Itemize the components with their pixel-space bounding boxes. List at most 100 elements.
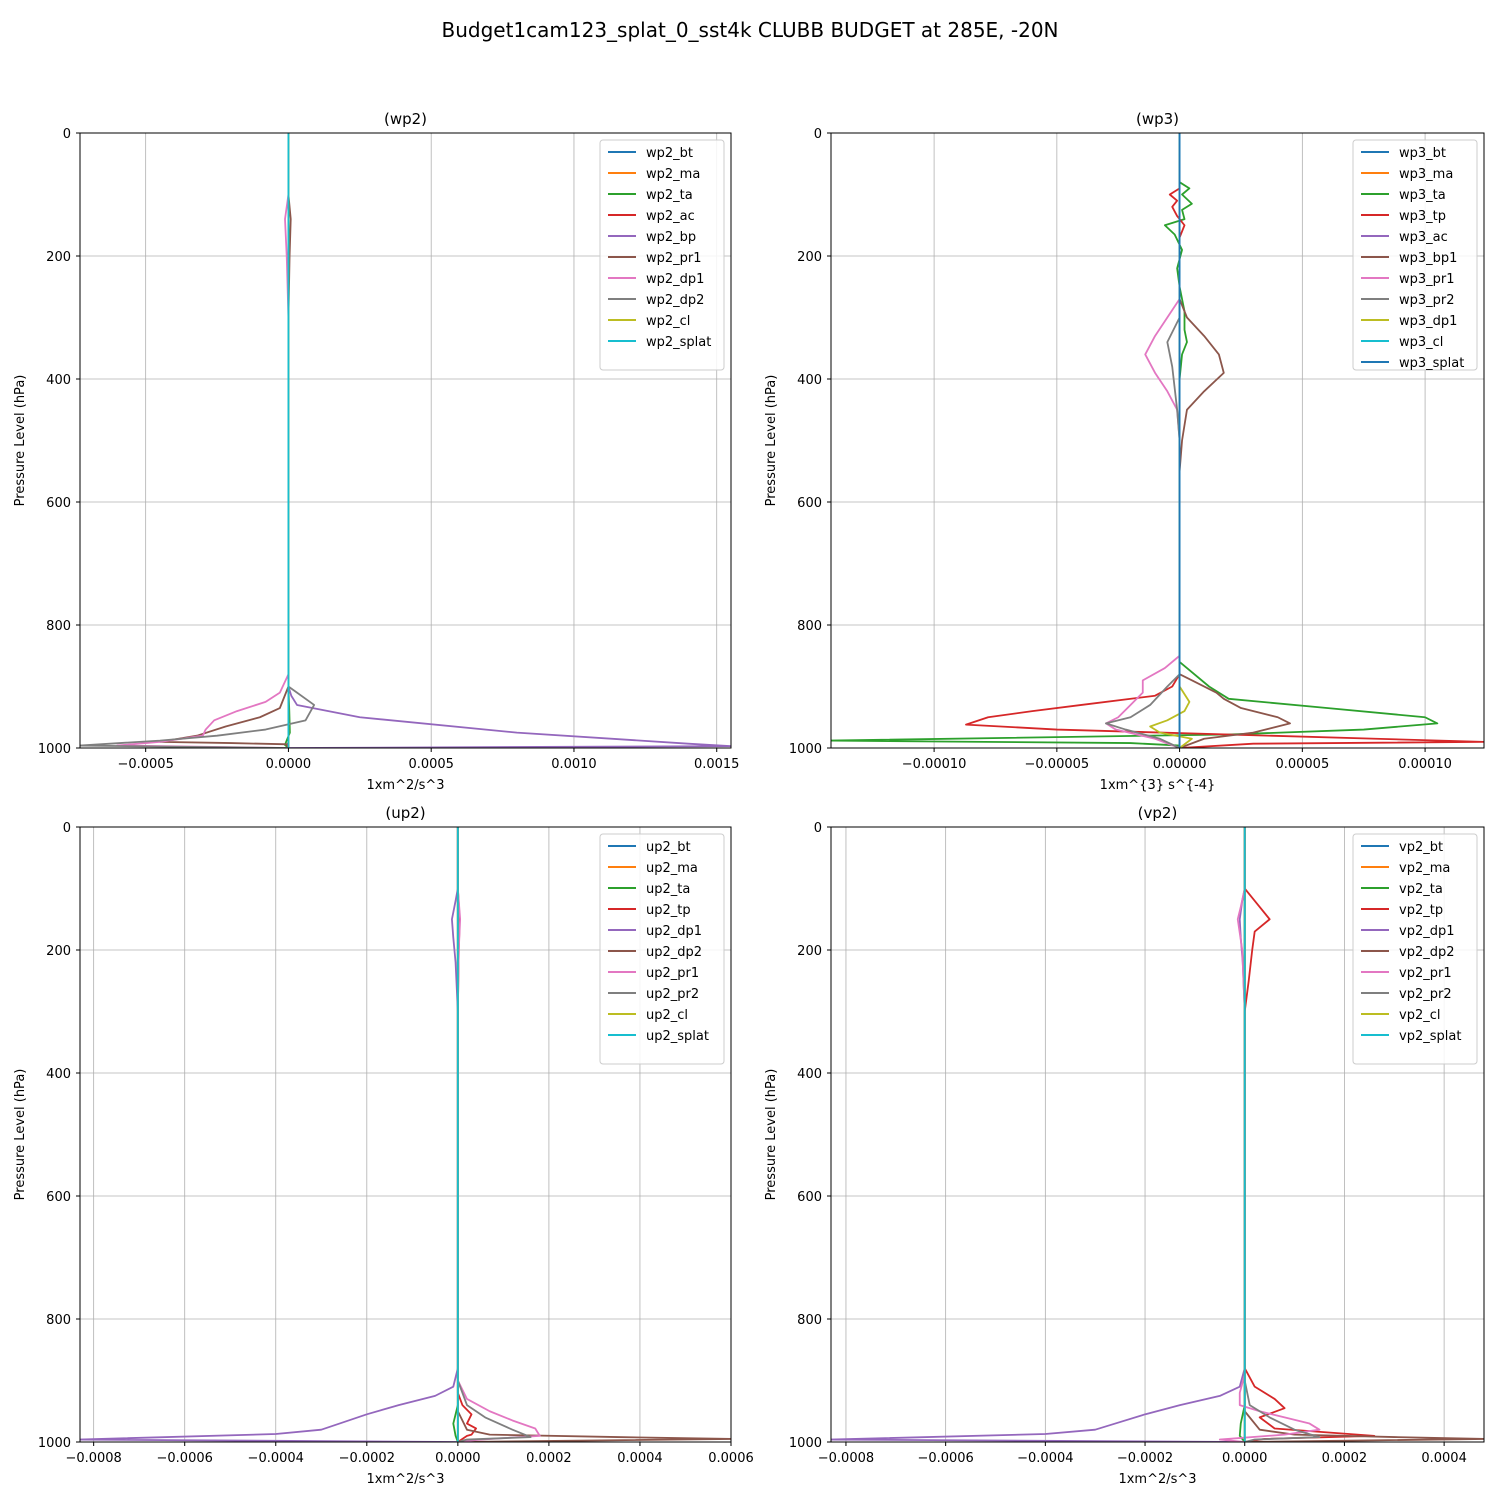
legend-entry-up2_bt: up2_bt: [646, 840, 691, 855]
x-axis-label: 1xm^2/s^3: [1118, 1472, 1196, 1487]
y-axis-label: Pressure Level (hPa): [13, 1069, 28, 1201]
legend-entry-up2_cl: up2_cl: [646, 1008, 688, 1023]
x-axis-label: 1xm^2/s^3: [366, 1472, 444, 1487]
plot-frame: [79, 132, 732, 749]
legend-entry-up2_pr2: up2_pr2: [646, 987, 699, 1002]
legend-entry-wp3_tp: wp3_tp: [1399, 209, 1446, 224]
y-tick-label: 0: [63, 821, 71, 836]
legend: wp3_bt wp3_ma wp3_ta wp3_tp wp3_ac wp3_bp1 wp3…: [1352, 139, 1478, 371]
series-line-wp2_bp: [287, 133, 731, 748]
x-tick-label: 0.0015: [694, 757, 740, 772]
series-lines: [80, 827, 731, 1442]
legend-entry-vp2_ta: vp2_ta: [1399, 882, 1443, 897]
legend-entry-vp2_splat: vp2_splat: [1399, 1029, 1461, 1044]
x-tick-label: 0.00000: [1153, 757, 1207, 772]
x-tick-label: 0.0000: [1222, 1451, 1268, 1466]
legend-entry-vp2_ma: vp2_ma: [1399, 861, 1450, 876]
legend: wp2_bt wp2_ma wp2_ta wp2_ac wp2_bp wp2_pr1 wp2…: [599, 139, 725, 371]
legend-entry-wp3_pr2: wp3_pr2: [1399, 293, 1455, 308]
series-line-up2_pr1: [456, 827, 541, 1442]
legend-entry-vp2_dp2: vp2_dp2: [1399, 945, 1455, 960]
x-tick-label: 0.0000: [266, 757, 312, 772]
legend-entry-wp2_cl: wp2_cl: [646, 314, 690, 329]
y-tick-label: 600: [797, 496, 822, 511]
series-line-wp3_dp1: [1149, 133, 1193, 748]
y-tick-label: 400: [46, 1067, 71, 1082]
legend-entry-vp2_pr2: vp2_pr2: [1399, 987, 1452, 1002]
y-tick-label: 0: [814, 821, 822, 836]
legend-box: [599, 833, 725, 1065]
panel-0: −0.0005 0.0000 0.0005 0.0010 0.0015 0 200 400 60…: [13, 110, 739, 793]
legend-entry-vp2_dp1: vp2_dp1: [1399, 924, 1455, 939]
legend-entry-vp2_bt: vp2_bt: [1399, 840, 1443, 855]
y-axis-label: Pressure Level (hPa): [13, 375, 28, 507]
x-tick-label: 0.0006: [708, 1451, 754, 1466]
series-lines: [831, 133, 1484, 748]
legend-entry-wp3_bp1: wp3_bp1: [1399, 251, 1457, 266]
y-tick-label: 1000: [789, 1436, 822, 1451]
legend-entry-wp2_dp2: wp2_dp2: [646, 293, 704, 308]
legend-box: [599, 139, 725, 371]
legend-entry-wp2_pr1: wp2_pr1: [646, 251, 702, 266]
y-tick-label: 200: [46, 250, 71, 265]
legend-box: [1352, 139, 1478, 371]
figure-title: Budget1cam123_splat_0_sst4k CLUBB BUDGET…: [441, 18, 1058, 42]
x-tick-label: 0.0002: [1322, 1451, 1368, 1466]
series-line-up2_pr2: [456, 827, 532, 1442]
legend-entry-wp2_bp: wp2_bp: [646, 230, 696, 245]
legend-entry-vp2_pr1: vp2_pr1: [1399, 966, 1452, 981]
x-tick-label: −0.0004: [1017, 1451, 1073, 1466]
x-tick-label: 0.00010: [1398, 757, 1452, 772]
y-tick-label: 800: [46, 619, 71, 634]
x-tick-label: −0.0008: [818, 1451, 874, 1466]
x-tick-label: 0.0005: [408, 757, 454, 772]
x-tick-label: −0.0002: [339, 1451, 395, 1466]
x-tick-label: 0.0002: [526, 1451, 572, 1466]
plot-frame: [79, 826, 732, 1443]
panel-title: (up2): [385, 804, 425, 822]
x-tick-label: 0.00005: [1275, 757, 1329, 772]
y-tick-label: 600: [46, 496, 71, 511]
x-tick-label: −0.0006: [917, 1451, 973, 1466]
x-tick-label: 0.0004: [1421, 1451, 1467, 1466]
x-tick-label: 0.0004: [617, 1451, 663, 1466]
legend-entry-wp3_cl: wp3_cl: [1399, 335, 1443, 350]
legend-box: [1352, 833, 1478, 1065]
y-tick-label: 200: [797, 944, 822, 959]
series-line-wp3_ta: [831, 133, 1439, 748]
x-axis-label: 1xm^{3} s^{-4}: [1100, 778, 1216, 793]
legend-entry-wp2_ma: wp2_ma: [646, 167, 700, 182]
y-tick-label: 200: [797, 250, 822, 265]
y-tick-label: 400: [46, 373, 71, 388]
legend-entry-up2_dp2: up2_dp2: [646, 945, 702, 960]
y-tick-label: 0: [814, 127, 822, 142]
legend: up2_bt up2_ma up2_ta up2_tp up2_dp1 up2_dp2up…: [599, 833, 725, 1065]
y-tick-label: 1000: [789, 742, 822, 757]
y-tick-label: 200: [46, 944, 71, 959]
panel-2: −0.0008 −0.0006 −0.0004 −0.0002 0.0000 0.0002…: [13, 804, 754, 1487]
panel-1: −0.00010 −0.00005 0.00000 0.00005 0.00010 0 20…: [764, 110, 1485, 793]
y-tick-label: 400: [797, 373, 822, 388]
legend-entry-vp2_cl: vp2_cl: [1399, 1008, 1440, 1023]
legend-entry-wp3_splat: wp3_splat: [1399, 356, 1464, 371]
panel-title: (wp3): [1136, 110, 1179, 128]
series-line-up2_dp1: [80, 827, 459, 1442]
x-tick-label: −0.0006: [157, 1451, 213, 1466]
legend-entry-wp2_dp1: wp2_dp1: [646, 272, 704, 287]
legend-entry-up2_dp1: up2_dp1: [646, 924, 702, 939]
panel-title: (wp2): [384, 110, 427, 128]
panel-title: (vp2): [1138, 804, 1178, 822]
x-tick-label: −0.0004: [248, 1451, 304, 1466]
y-tick-label: 400: [797, 1067, 822, 1082]
x-tick-label: 0.0010: [551, 757, 597, 772]
panels: −0.0005 0.0000 0.0005 0.0010 0.0015 0 200 400 60…: [13, 110, 1485, 1487]
legend-entry-up2_ta: up2_ta: [646, 882, 690, 897]
x-tick-label: −0.0002: [1117, 1451, 1173, 1466]
legend-entry-up2_pr1: up2_pr1: [646, 966, 699, 981]
y-axis-label: Pressure Level (hPa): [764, 375, 779, 507]
x-tick-label: −0.0005: [117, 757, 173, 772]
legend-entry-wp2_splat: wp2_splat: [646, 335, 711, 350]
y-tick-label: 800: [46, 1313, 71, 1328]
series-lines: [831, 827, 1484, 1442]
